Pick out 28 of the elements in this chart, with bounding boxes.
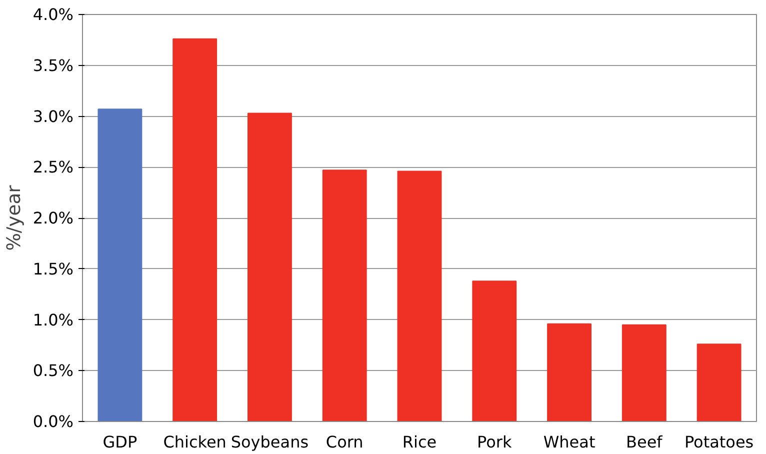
bar — [547, 323, 592, 422]
y-tick-label: 1.0% — [32, 310, 74, 330]
x-tick-label: Corn — [326, 432, 364, 452]
bar — [622, 324, 666, 422]
x-tick-label: Chicken — [163, 432, 226, 452]
bar — [172, 38, 218, 422]
y-tick-label: 2.5% — [32, 158, 74, 177]
y-tick-label: 1.5% — [32, 259, 74, 278]
x-tick-label: Beef — [626, 432, 663, 452]
y-axis-title: %/year — [4, 184, 25, 251]
y-tick-label: 2.0% — [32, 208, 74, 228]
x-tick-label: Wheat — [543, 432, 596, 452]
bar — [472, 280, 517, 422]
x-tick-label: Pork — [477, 432, 512, 452]
x-tick-label: Soybeans — [230, 432, 309, 452]
bar — [248, 112, 292, 422]
y-tick-label: 0.5% — [32, 361, 74, 380]
y-tick-label: 3.5% — [32, 56, 74, 75]
bar — [397, 170, 442, 422]
x-tick-label: Potatoes — [684, 432, 754, 452]
y-tick-label: 0.0% — [32, 412, 74, 431]
y-tick-label: 4.0% — [32, 5, 74, 24]
bar — [696, 344, 742, 422]
bar — [322, 170, 367, 422]
bar — [98, 108, 142, 422]
y-tick-label: 3.0% — [32, 106, 74, 126]
x-tick-label: Rice — [402, 432, 437, 452]
x-tick-label: GDP — [102, 432, 138, 452]
